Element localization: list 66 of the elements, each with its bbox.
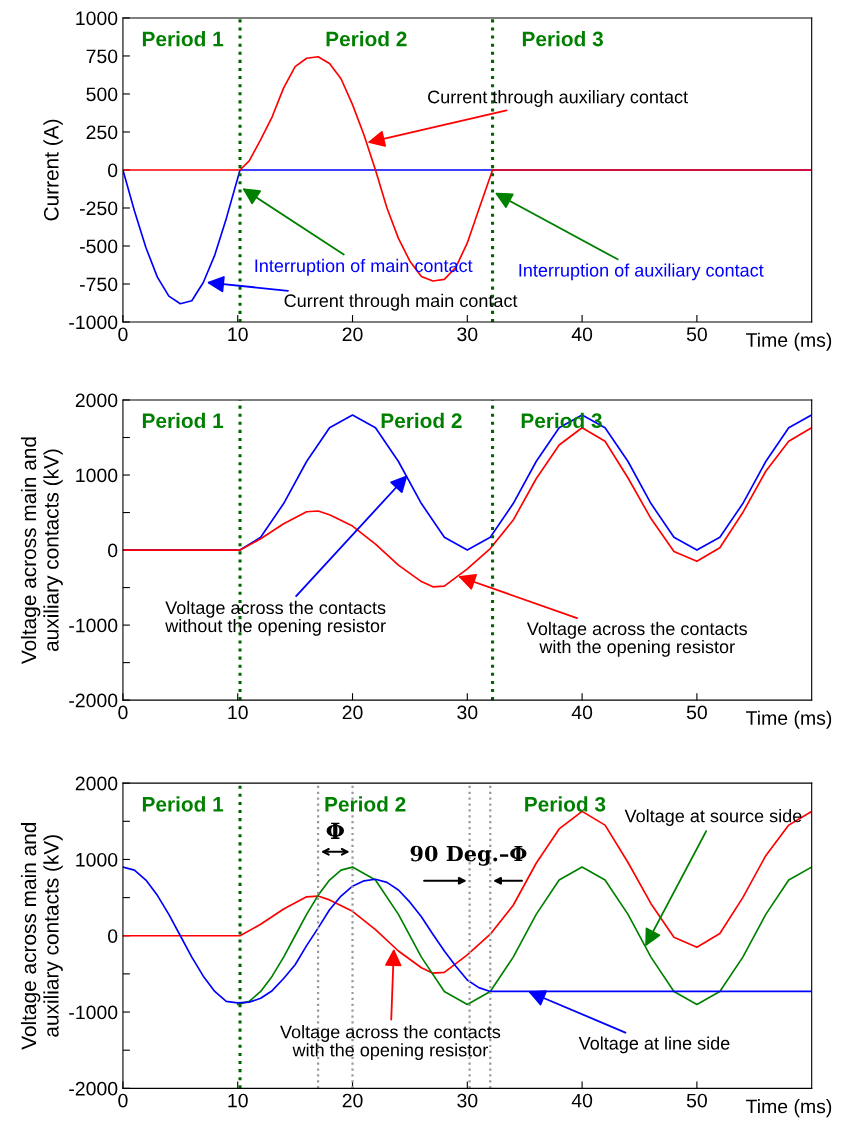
y-tick-label: 1000 — [76, 852, 118, 867]
annotation: Current through main contact — [284, 293, 518, 311]
y-tick-label: -2000 — [69, 693, 118, 708]
annotation: Current through auxiliary contact — [428, 90, 688, 107]
annotation: 90 Deg.–Φ — [410, 845, 527, 866]
annotation: Voltage at source side — [624, 809, 802, 826]
annotation: Φ — [326, 822, 345, 839]
x-tick-label: 20 — [342, 327, 363, 342]
y-axis-title: Current (A) — [43, 119, 63, 221]
y-tick-label: 1000 — [76, 468, 118, 483]
x-tick-label: 40 — [571, 1093, 593, 1108]
line-series — [122, 866, 812, 1004]
x-tick-label: 0 — [118, 1093, 128, 1108]
y-tick-label: 0 — [108, 543, 118, 558]
annotation: Interruption of auxiliary contact — [519, 263, 764, 281]
x-tick-label: 40 — [571, 327, 593, 342]
annotation: Period 2 — [325, 796, 406, 812]
annotation: Period 2 — [381, 412, 462, 429]
annotation: Voltage across the contacts without the opening resistor — [165, 600, 386, 636]
x-tick-label: 30 — [457, 1093, 478, 1108]
y-axis-title: Voltage across main and auxiliary contacts (kV) — [20, 437, 63, 665]
x-tick-label: 20 — [342, 705, 363, 720]
y-tick-label: 500 — [86, 87, 118, 102]
y-tick-label: 0 — [108, 929, 118, 943]
x-tick-label: 0 — [118, 327, 128, 342]
annotation: Voltage across the contacts with the opening resistor — [526, 621, 747, 657]
line-series — [122, 810, 812, 974]
annotation: Period 2 — [326, 31, 407, 47]
y-tick-label: -250 — [80, 201, 118, 216]
x-tick-label: 50 — [686, 327, 707, 342]
y-tick-label: 2000 — [75, 776, 118, 791]
x-tick-label: 0 — [118, 705, 128, 720]
y-tick-label: 0 — [108, 163, 118, 178]
line-series — [122, 55, 812, 282]
x-tick-label: 10 — [228, 1093, 248, 1108]
y-tick-label: 2000 — [75, 393, 118, 408]
y-tick-label: -2000 — [69, 1081, 118, 1096]
y-tick-label: -750 — [80, 277, 118, 292]
y-tick-label: -1000 — [69, 618, 118, 633]
x-tick-label: 20 — [342, 1093, 363, 1108]
line-series — [236, 866, 812, 1006]
annotation: Period 3 — [525, 796, 606, 812]
x-axis-title: Time (ms) — [746, 332, 832, 351]
x-tick-label: 50 — [686, 1093, 707, 1108]
y-tick-label: 1000 — [76, 11, 118, 26]
annotation: Period 1 — [142, 412, 224, 429]
x-axis-title: Time (ms) — [746, 710, 832, 729]
annotation: Period 1 — [142, 31, 224, 47]
x-tick-label: 30 — [457, 705, 478, 720]
x-tick-label: 10 — [228, 705, 248, 720]
x-tick-label: 50 — [686, 705, 707, 720]
annotation: Voltage across the contacts with the opening resistor — [280, 1025, 501, 1061]
y-tick-label: 750 — [86, 49, 118, 64]
y-tick-label: -500 — [80, 239, 118, 254]
annotation: Period 3 — [522, 31, 603, 47]
y-tick-label: -1000 — [69, 1005, 118, 1020]
annotation: Voltage at line side — [578, 1036, 730, 1054]
x-tick-label: 30 — [457, 327, 478, 342]
y-axis-title: Voltage across main and auxiliary contacts (kV) — [20, 823, 63, 1050]
x-axis-title: Time (ms) — [746, 1099, 832, 1118]
y-tick-label: 250 — [86, 125, 118, 140]
annotation: Period 1 — [142, 796, 224, 812]
y-tick-label: -1000 — [69, 315, 118, 330]
x-tick-label: 40 — [571, 705, 593, 720]
line-series — [122, 426, 812, 588]
x-tick-label: 10 — [228, 327, 248, 342]
